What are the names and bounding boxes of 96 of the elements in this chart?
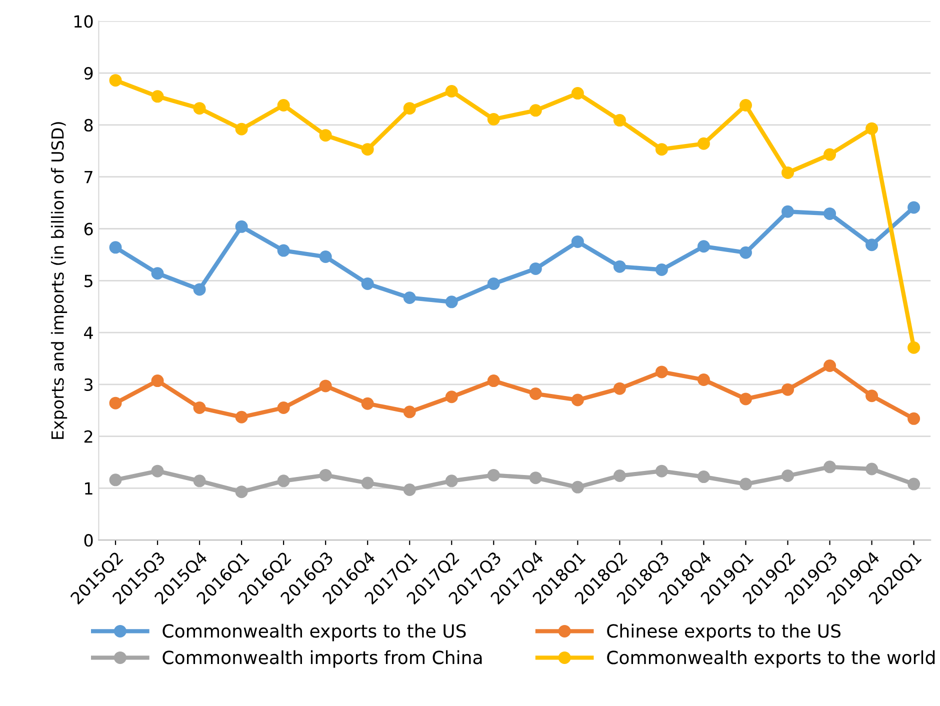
point bbox=[739, 392, 752, 406]
point bbox=[445, 390, 458, 404]
legend-label: Commonwealth imports from China bbox=[162, 650, 482, 668]
point bbox=[151, 90, 164, 103]
point bbox=[655, 464, 668, 478]
point bbox=[571, 394, 584, 406]
point bbox=[655, 143, 668, 156]
point bbox=[529, 472, 542, 484]
point bbox=[235, 122, 248, 136]
point bbox=[403, 292, 416, 304]
point bbox=[319, 380, 332, 392]
point bbox=[319, 468, 332, 482]
point bbox=[361, 278, 374, 290]
point bbox=[782, 383, 794, 396]
point bbox=[697, 137, 710, 150]
point bbox=[277, 244, 290, 257]
point bbox=[403, 484, 416, 496]
point bbox=[193, 102, 206, 115]
y-tick-label: 9 bbox=[84, 67, 93, 80]
point bbox=[697, 240, 710, 253]
point bbox=[487, 278, 500, 290]
point bbox=[529, 104, 542, 117]
point bbox=[277, 474, 290, 488]
point bbox=[782, 166, 794, 179]
point bbox=[235, 486, 248, 498]
point bbox=[109, 241, 122, 254]
point bbox=[613, 260, 626, 273]
point bbox=[697, 470, 710, 484]
point bbox=[445, 296, 458, 308]
point bbox=[151, 267, 164, 280]
point bbox=[403, 102, 416, 115]
point bbox=[109, 474, 122, 486]
y-tick-label: 10 bbox=[74, 15, 93, 28]
y-tick-label: 5 bbox=[84, 274, 92, 288]
point bbox=[235, 220, 248, 233]
point bbox=[866, 390, 878, 402]
y-tick-label: 4 bbox=[84, 326, 93, 339]
point bbox=[866, 238, 878, 252]
point bbox=[697, 373, 710, 386]
point bbox=[277, 402, 290, 414]
point bbox=[908, 201, 920, 214]
point bbox=[487, 113, 500, 126]
point bbox=[361, 143, 374, 156]
point bbox=[487, 468, 500, 482]
point bbox=[824, 207, 836, 220]
legend-label: Commonwealth exports to the US bbox=[162, 624, 466, 642]
point bbox=[571, 87, 584, 100]
y-tick-label: 7 bbox=[84, 171, 92, 184]
point bbox=[109, 396, 122, 410]
point bbox=[529, 388, 542, 400]
point bbox=[739, 246, 752, 259]
legend-label: Chinese exports to the US bbox=[607, 624, 841, 642]
point bbox=[613, 469, 626, 482]
point bbox=[403, 406, 416, 418]
point bbox=[739, 478, 752, 490]
point bbox=[613, 382, 626, 395]
y-tick-label: 6 bbox=[84, 222, 93, 236]
point bbox=[782, 205, 794, 218]
point bbox=[613, 114, 626, 127]
y-tick-label: 0 bbox=[84, 534, 93, 547]
point bbox=[193, 283, 206, 296]
point bbox=[361, 397, 374, 410]
y-tick-label: 3 bbox=[84, 378, 93, 391]
y-tick-label: 8 bbox=[84, 118, 93, 132]
point bbox=[908, 341, 920, 354]
y-tick-label: 2 bbox=[84, 430, 92, 443]
point bbox=[908, 412, 920, 425]
point bbox=[235, 410, 248, 424]
y-axis-title: Exports and imports (in billion of USD) bbox=[50, 122, 68, 439]
point bbox=[487, 374, 500, 388]
point bbox=[319, 250, 332, 264]
point bbox=[908, 478, 920, 490]
point bbox=[866, 122, 878, 135]
y-tick-label: 1 bbox=[85, 482, 92, 495]
point bbox=[655, 263, 668, 276]
point bbox=[151, 464, 164, 478]
point bbox=[824, 148, 836, 161]
point bbox=[571, 235, 584, 248]
point bbox=[361, 476, 374, 490]
point bbox=[277, 98, 290, 112]
point bbox=[824, 460, 836, 474]
point bbox=[193, 402, 206, 414]
point bbox=[782, 469, 794, 482]
point bbox=[319, 129, 332, 142]
legend-label: Commonwealth exports to the world bbox=[607, 650, 935, 668]
point bbox=[445, 474, 458, 488]
point bbox=[866, 462, 878, 476]
point bbox=[445, 84, 458, 98]
point bbox=[571, 480, 584, 494]
point bbox=[151, 374, 164, 388]
point bbox=[739, 98, 752, 112]
point bbox=[193, 474, 206, 488]
point bbox=[655, 366, 668, 378]
point bbox=[529, 262, 542, 275]
point bbox=[109, 74, 122, 87]
point bbox=[824, 359, 836, 372]
